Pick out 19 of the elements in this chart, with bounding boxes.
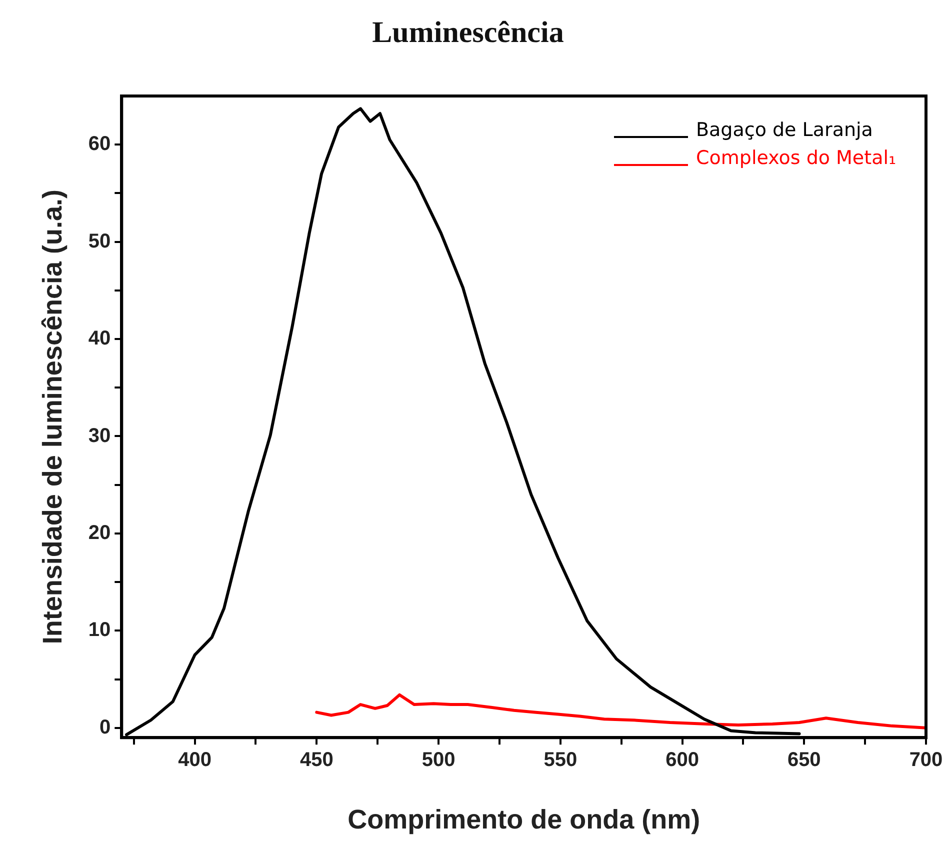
x-tick-label: 700: [909, 749, 943, 772]
x-tick-label: 550: [544, 749, 578, 772]
x-axis-title: Comprimento de onda (nm): [348, 804, 700, 834]
y-tick-label: 30: [88, 424, 111, 447]
legend-label: Bagaço de Laranja: [696, 118, 873, 143]
x-tick-label: 650: [787, 749, 821, 772]
y-tick-label: 40: [88, 328, 111, 350]
x-tick-label: 450: [300, 749, 334, 772]
y-tick-label: 50: [88, 230, 111, 252]
chart-title: Luminescência: [372, 16, 564, 49]
x-tick-label: 400: [178, 749, 212, 772]
y-tick-label: 60: [88, 133, 111, 156]
y-axis-title: Intensidade de luminescência (u.a.): [38, 189, 68, 644]
legend-label: Complexos do Metal₁: [696, 146, 896, 171]
y-tick-label: 20: [88, 522, 111, 544]
x-tick-label: 600: [666, 749, 699, 772]
y-tick-label: 10: [88, 619, 111, 642]
x-tick-label: 500: [422, 749, 456, 772]
y-tick-label: 0: [100, 716, 111, 738]
